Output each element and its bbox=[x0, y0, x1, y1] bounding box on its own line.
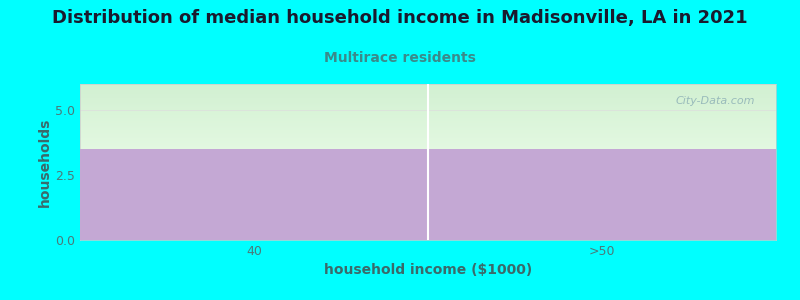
Y-axis label: households: households bbox=[38, 117, 52, 207]
Bar bbox=[428, 149, 776, 240]
Bar bbox=[80, 149, 428, 240]
Text: City-Data.com: City-Data.com bbox=[676, 97, 755, 106]
X-axis label: household income ($1000): household income ($1000) bbox=[324, 263, 532, 278]
Text: Multirace residents: Multirace residents bbox=[324, 51, 476, 65]
Text: Distribution of median household income in Madisonville, LA in 2021: Distribution of median household income … bbox=[52, 9, 748, 27]
